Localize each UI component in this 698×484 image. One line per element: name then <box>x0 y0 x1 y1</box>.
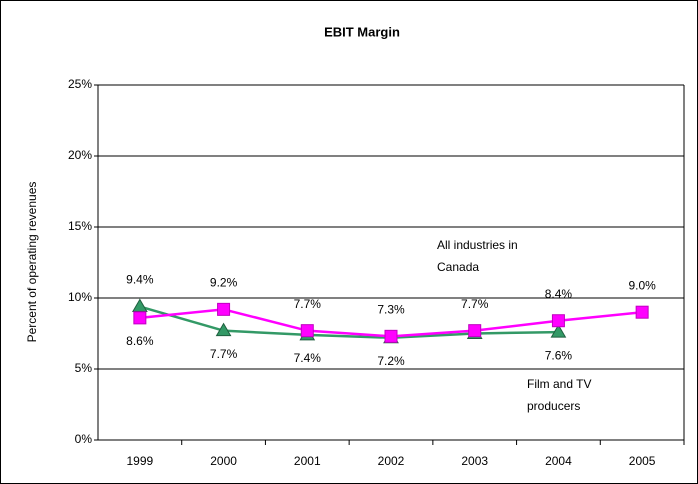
marker <box>551 314 565 328</box>
x-tick-label: 2004 <box>545 454 572 468</box>
marker <box>217 302 231 316</box>
x-tick-label: 2000 <box>210 454 237 468</box>
data-label: 7.7% <box>294 297 322 311</box>
y-tick-label: 5% <box>75 361 93 375</box>
series-line <box>139 305 559 340</box>
data-label: 9.0% <box>628 278 656 292</box>
x-tick-label: 2003 <box>461 454 488 468</box>
marker <box>215 322 232 337</box>
y-tick-label: 20% <box>68 148 92 162</box>
series-annotation: All industries in Canada <box>437 238 518 274</box>
y-tick-label: 0% <box>75 432 93 446</box>
series-annotation: Film and TV producers <box>527 377 592 413</box>
y-axis-label: Percent of operating revenues <box>25 182 39 343</box>
marker <box>133 311 147 325</box>
marker <box>384 329 398 343</box>
data-label: 8.4% <box>545 287 573 301</box>
marker <box>468 324 482 338</box>
data-label: 7.7% <box>461 297 489 311</box>
y-tick-label: 10% <box>68 290 92 304</box>
marker <box>550 324 567 338</box>
marker <box>300 324 314 338</box>
x-tick-label: 2002 <box>378 454 405 468</box>
data-label: 9.2% <box>210 276 238 290</box>
marker <box>635 305 649 319</box>
chart-title: EBIT Margin <box>324 24 400 39</box>
plot-area <box>98 85 684 440</box>
data-label: 8.6% <box>126 334 154 348</box>
data-label: 7.7% <box>210 347 238 361</box>
x-tick-label: 2005 <box>629 454 656 468</box>
data-label: 7.6% <box>545 348 573 362</box>
y-tick-label: 25% <box>68 77 92 91</box>
x-tick-label: 2001 <box>294 454 321 468</box>
data-label: 7.2% <box>377 354 405 368</box>
y-tick-label: 15% <box>68 219 92 233</box>
x-tick-label: 1999 <box>127 454 154 468</box>
data-label: 7.4% <box>294 351 322 365</box>
data-label: 9.4% <box>126 273 154 287</box>
data-label: 7.3% <box>377 303 405 317</box>
